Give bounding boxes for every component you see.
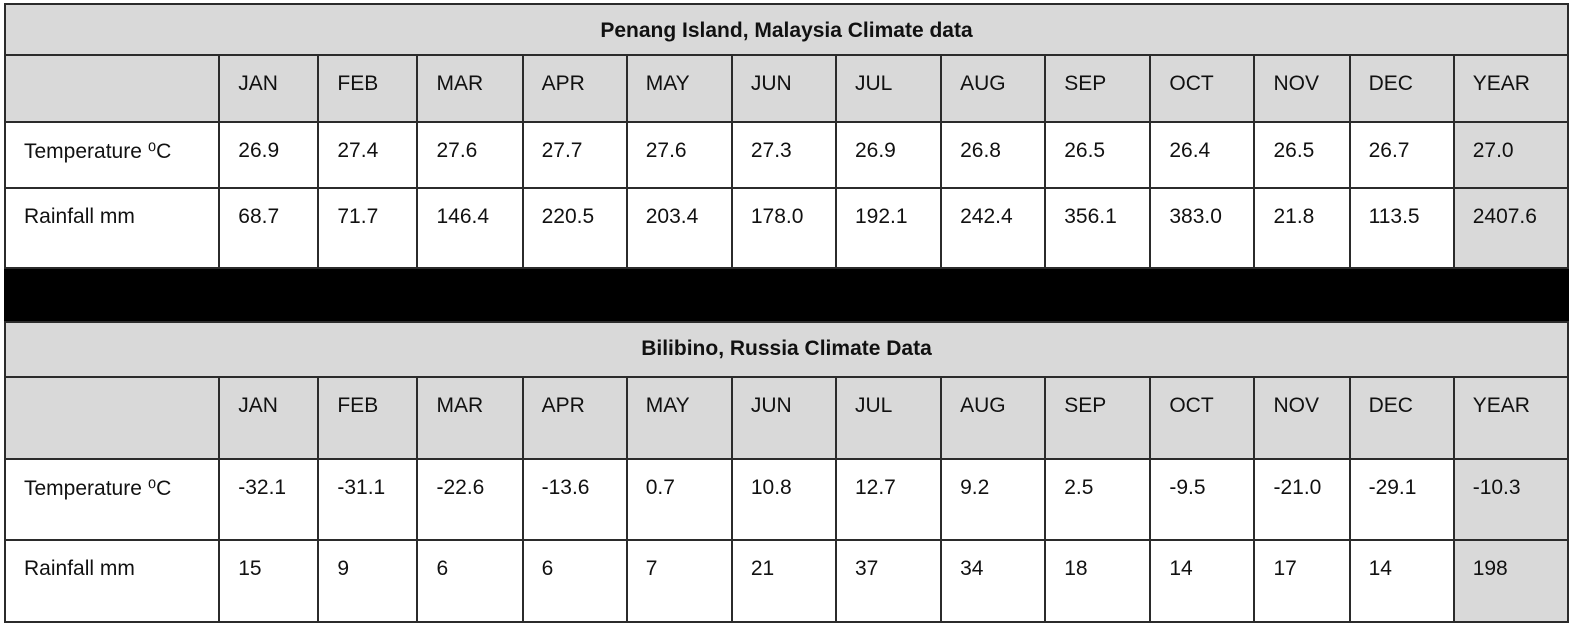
column-header: YEAR [1452, 376, 1570, 460]
column-header: DEC [1348, 54, 1455, 123]
column-header: JAN [218, 54, 320, 123]
column-header: SEP [1044, 376, 1152, 460]
value-cell: 26.8 [940, 121, 1047, 189]
title-row: Penang Island, Malaysia Climate data [4, 3, 1569, 56]
separator-band [4, 269, 1569, 321]
row-label: Temperature ⁰C [3, 458, 221, 541]
column-header: JUN [730, 376, 837, 460]
value-cell: 68.7 [218, 187, 320, 269]
data-row: Temperature ⁰C -32.1 -31.1 -22.6 -13.6 0.7 10.… [3, 458, 1570, 541]
value-cell: 15 [218, 539, 320, 623]
value-cell: 21.8 [1253, 187, 1351, 269]
data-row: Rainfall mm 68.7 71.7 146.4 220.5 203.4 178.0 1… [3, 187, 1570, 269]
value-cell: 26.5 [1253, 121, 1351, 189]
value-cell: -13.6 [521, 458, 628, 541]
value-cell: 26.5 [1044, 121, 1152, 189]
column-header: MAR [416, 376, 524, 460]
value-cell: 383.0 [1149, 187, 1256, 269]
data-row: Temperature ⁰C 26.9 27.4 27.6 27.7 27.6 27.3 26… [3, 121, 1570, 189]
value-cell: 9 [317, 539, 419, 623]
column-header: JUN [730, 54, 837, 123]
climate-tables: Penang Island, Malaysia Climate data JAN F… [3, 3, 1570, 623]
year-cell: 198 [1452, 539, 1570, 623]
column-header: OCT [1149, 376, 1256, 460]
column-header: JUL [834, 376, 943, 460]
value-cell: 242.4 [940, 187, 1047, 269]
value-cell: 17 [1253, 539, 1351, 623]
row-label: Temperature ⁰C [3, 121, 221, 189]
value-cell: 203.4 [625, 187, 733, 269]
value-cell: 14 [1348, 539, 1455, 623]
value-cell: 14 [1149, 539, 1256, 623]
column-header: YEAR [1452, 54, 1570, 123]
header-row: JAN FEB MAR APR MAY JUN JUL AUG SEP OCT NOV DEC YEAR [3, 54, 1570, 123]
value-cell: 34 [940, 539, 1047, 623]
value-cell: 18 [1044, 539, 1152, 623]
title-row: Bilibino, Russia Climate Data [4, 321, 1569, 378]
year-cell: 27.0 [1452, 121, 1570, 189]
value-cell: 71.7 [317, 187, 419, 269]
column-header: MAR [416, 54, 524, 123]
value-cell: 27.6 [625, 121, 733, 189]
column-header: SEP [1044, 54, 1152, 123]
value-cell: -22.6 [416, 458, 524, 541]
value-cell: 0.7 [625, 458, 733, 541]
value-cell: 192.1 [834, 187, 943, 269]
year-cell: -10.3 [1452, 458, 1570, 541]
value-cell: -21.0 [1253, 458, 1351, 541]
column-header: DEC [1348, 376, 1455, 460]
row-label: Rainfall mm [3, 539, 221, 623]
column-header: AUG [940, 376, 1047, 460]
value-cell: 37 [834, 539, 943, 623]
column-header: MAY [625, 54, 733, 123]
value-cell: 7 [625, 539, 733, 623]
table-title: Bilibino, Russia Climate Data [4, 321, 1569, 378]
value-cell: 26.9 [218, 121, 320, 189]
year-cell: 2407.6 [1452, 187, 1570, 269]
climate-table: Bilibino, Russia Climate Data JAN FEB MAR AP… [3, 321, 1570, 623]
value-cell: 9.2 [940, 458, 1047, 541]
value-cell: 27.4 [317, 121, 419, 189]
value-cell: 27.7 [521, 121, 628, 189]
column-header: JUL [834, 54, 943, 123]
value-cell: 178.0 [730, 187, 837, 269]
data-row: Rainfall mm 15 9 6 6 7 21 37 34 18 14 17 14 198 [3, 539, 1570, 623]
column-header: NOV [1253, 54, 1351, 123]
column-header: OCT [1149, 54, 1256, 123]
value-cell: 27.3 [730, 121, 837, 189]
value-cell: -29.1 [1348, 458, 1455, 541]
corner-cell [3, 376, 221, 460]
value-cell: -32.1 [218, 458, 320, 541]
value-cell: 26.9 [834, 121, 943, 189]
column-header: FEB [317, 376, 419, 460]
value-cell: 220.5 [521, 187, 628, 269]
column-header: APR [521, 54, 628, 123]
value-cell: 27.6 [416, 121, 524, 189]
column-header: APR [521, 376, 628, 460]
column-header: MAY [625, 376, 733, 460]
value-cell: 6 [416, 539, 524, 623]
column-header: AUG [940, 54, 1047, 123]
value-cell: 146.4 [416, 187, 524, 269]
value-cell: 12.7 [834, 458, 943, 541]
column-header: NOV [1253, 376, 1351, 460]
header-row: JAN FEB MAR APR MAY JUN JUL AUG SEP OCT NOV DEC YEAR [3, 376, 1570, 460]
value-cell: 2.5 [1044, 458, 1152, 541]
table-title: Penang Island, Malaysia Climate data [4, 3, 1569, 56]
column-header: FEB [317, 54, 419, 123]
column-header: JAN [218, 376, 320, 460]
value-cell: 6 [521, 539, 628, 623]
value-cell: 26.4 [1149, 121, 1256, 189]
value-cell: 26.7 [1348, 121, 1455, 189]
value-cell: -9.5 [1149, 458, 1256, 541]
value-cell: 113.5 [1348, 187, 1455, 269]
value-cell: -31.1 [317, 458, 419, 541]
value-cell: 21 [730, 539, 837, 623]
climate-table: Penang Island, Malaysia Climate data JAN F… [3, 3, 1570, 269]
corner-cell [3, 54, 221, 123]
row-label: Rainfall mm [3, 187, 221, 269]
value-cell: 356.1 [1044, 187, 1152, 269]
value-cell: 10.8 [730, 458, 837, 541]
